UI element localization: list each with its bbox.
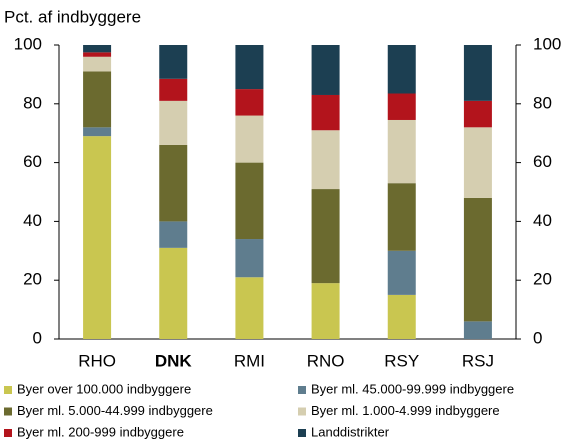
legend-label: Landdistrikter [311,424,390,439]
x-tick-label: RMI [234,351,265,370]
y-tick-label: 80 [23,93,42,112]
bar-segment [463,197,492,322]
x-tick-label: RSJ [462,351,494,370]
bar-segment [311,189,340,284]
legend-swatch [298,386,306,394]
legend-label: Byer ml. 45.000-99.999 indbyggere [311,381,514,396]
bar-segment [83,127,112,137]
legend-label: Byer over 100.000 indbyggere [17,381,191,396]
y-tick-label: 20 [23,270,42,289]
bar-segment [159,144,188,222]
legend-label: Byer ml. 200-999 indbyggere [17,424,184,439]
y-tick-label: 100 [14,34,42,53]
bar-segment [83,45,112,53]
legend-swatch [4,386,12,394]
bar-segment [387,250,416,295]
bar-segment [463,321,492,339]
y-axis-label: Pct. af indbyggere [4,7,141,26]
bar-segment [83,136,112,339]
x-tick-label: RHO [78,351,116,370]
y-tick-label: 60 [23,152,42,171]
bar-segment [83,52,112,57]
bar-segment [159,45,188,79]
x-tick-label: RSY [384,351,419,370]
bar-segment [311,130,340,190]
legend-swatch [4,429,12,437]
bar-segment [235,89,264,116]
bar-segment [159,100,188,145]
bar-segment [463,100,492,128]
x-tick-label: RNO [307,351,345,370]
y2-tick-label: 40 [533,211,552,230]
y2-tick-label: 80 [533,93,552,112]
bar-segment [159,221,188,248]
bar-segment [387,45,416,94]
bar-segment [311,283,340,339]
y2-tick-label: 60 [533,152,552,171]
bar-segment [83,56,112,72]
bar-segment [387,119,416,184]
legend-swatch [4,407,12,416]
y-tick-label: 40 [23,211,42,230]
y2-tick-label: 100 [533,34,561,53]
bar-segment [311,94,340,131]
bar-segment [387,93,416,120]
bar-segment [235,115,264,163]
bar-segment [159,78,188,101]
bar-segment [311,45,340,95]
legend-swatch [298,429,306,437]
bar-segment [235,45,264,90]
bar-segment [463,45,492,101]
bar-segment [387,294,416,339]
bar-segment [387,183,416,251]
bar-segment [235,239,264,278]
legend-label: Byer ml. 5.000-44.999 indbyggere [17,403,213,418]
bar-segment [83,71,112,128]
bar-segment [463,127,492,198]
bar-segment [235,162,264,240]
bar-segment [159,247,188,339]
x-tick-label: DNK [155,351,193,370]
legend-label: Byer ml. 1.000-4.999 indbyggere [311,403,500,418]
legend-swatch [298,407,306,416]
y2-tick-label: 20 [533,270,552,289]
y2-tick-label: 0 [533,328,542,347]
y-tick-label: 0 [33,328,42,347]
bar-segment [235,277,264,339]
